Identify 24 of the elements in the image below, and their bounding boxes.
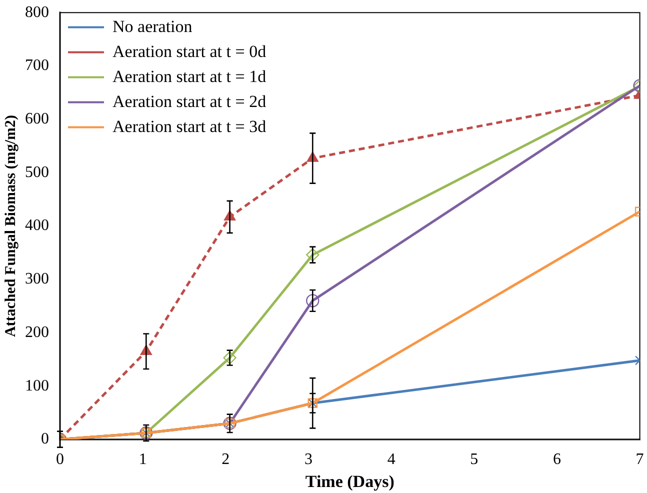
y-tick-label: 100 — [25, 377, 49, 394]
y-tick-label: 200 — [25, 324, 49, 341]
legend-label: Aeration start at t = 2d — [112, 92, 267, 111]
legend-label: Aeration start at t = 0d — [112, 42, 267, 61]
y-axis-title: Attached Fungal Biomass (mg/m2) — [2, 114, 19, 338]
legend-label: No aeration — [112, 16, 193, 36]
legend-label: Aeration start at t = 3d — [112, 116, 267, 136]
x-tick-label: 7 — [636, 451, 644, 468]
x-tick-label: 0 — [56, 451, 64, 468]
y-tick-label: 400 — [25, 217, 49, 234]
y-tick-label: 500 — [25, 164, 49, 181]
x-tick-label: 1 — [138, 451, 147, 468]
x-tick-label: 4 — [387, 451, 396, 468]
x-tick-label: 5 — [470, 451, 478, 468]
y-tick-label: 600 — [25, 110, 49, 128]
legend-label: Aeration start at t = 1d — [112, 66, 267, 86]
x-axis-title: Time (Days) — [305, 472, 394, 492]
x-tick-label: 2 — [222, 451, 230, 468]
x-tick-label: 6 — [552, 451, 561, 468]
y-tick-label: 0 — [41, 430, 49, 448]
y-tick-label: 800 — [25, 4, 49, 21]
y-tick-label: 700 — [25, 57, 49, 74]
y-tick-label: 300 — [25, 270, 49, 288]
x-tick-label: 3 — [304, 451, 312, 468]
